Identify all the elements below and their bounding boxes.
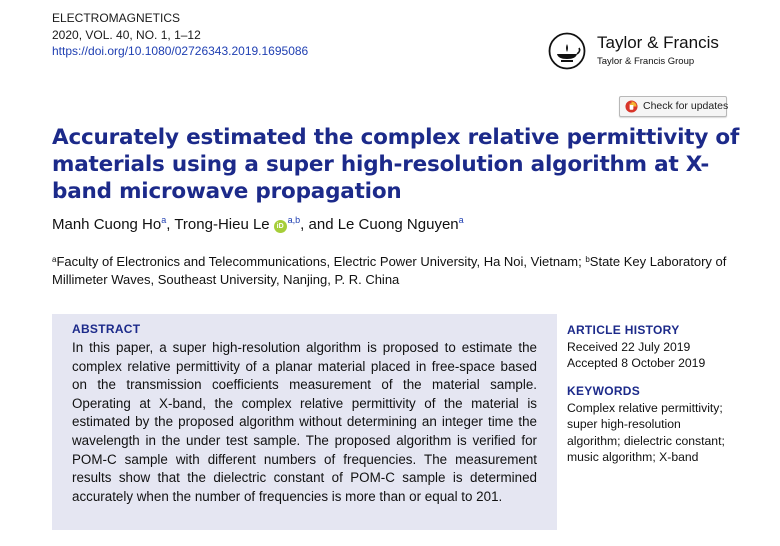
keyword: super high-resolution algorithm [567,417,681,448]
author-list: Manh Cuong Hoa, Trong-Hieu Le iDa,b, and … [52,215,464,233]
journal-name: ELECTROMAGNETICS [52,11,181,25]
article-history-heading: ARTICLE HISTORY [567,323,680,337]
check-updates-icon [625,100,638,113]
affiliation-mark: a [52,255,57,264]
author-separator: , [166,216,175,233]
article-history: ARTICLE HISTORY Received 22 July 2019 Ac… [567,322,737,372]
journal-issue: 2020, VOL. 40, NO. 1, 1–12 [52,27,201,42]
affiliation-text: State Key Laboratory of Millimeter Waves… [52,254,727,287]
journal-info: ELECTROMAGNETICS 2020, VOL. 40, NO. 1, 1… [52,10,308,60]
author-name[interactable]: Le Cuong Nguyen [337,216,459,233]
affiliation-text: Faculty of Electronics and Telecommunica… [56,254,586,269]
check-for-updates-button[interactable]: Check for updates [619,96,729,117]
abstract-text: In this paper, a super high-resolution a… [72,340,537,504]
abstract-panel: ABSTRACT In this paper, a super high-res… [52,314,557,530]
article-title: Accurately estimated the complex relativ… [52,125,740,204]
affiliation-mark: b [585,255,590,264]
affiliations: aFaculty of Electronics and Telecommunic… [52,251,732,289]
keywords: KEYWORDS Complex relative permittivity; … [567,383,727,466]
keywords-list: Complex relative permittivity; super hig… [567,400,725,465]
accepted-date: Accepted 8 October 2019 [567,356,706,370]
author-name[interactable]: Manh Cuong Ho [52,216,162,233]
author-separator: , and [300,216,338,233]
author-affiliation-mark: a [458,215,464,225]
author-affiliation-mark: a [161,215,167,225]
publisher-group: Taylor & Francis Group [597,56,695,67]
keyword: dielectric constant [623,433,722,448]
check-for-updates-label: Check for updates [643,100,729,112]
keyword: music algorithm [567,450,653,464]
publisher-name: Taylor & Francis [597,33,719,52]
taylor-francis-lamp-icon [548,32,586,70]
orcid-icon[interactable]: iD [273,220,287,233]
received-date: Received 22 July 2019 [567,339,691,354]
author-name[interactable]: Trong-Hieu Le [174,216,270,233]
author-affiliation-mark: a,b [287,215,301,225]
doi-link[interactable]: https://doi.org/10.1080/02726343.2019.16… [52,44,309,58]
keyword: Complex relative permittivity [567,400,720,415]
abstract-heading: ABSTRACT [72,322,141,336]
keywords-heading: KEYWORDS [567,384,641,398]
keyword: X-band [659,450,699,464]
